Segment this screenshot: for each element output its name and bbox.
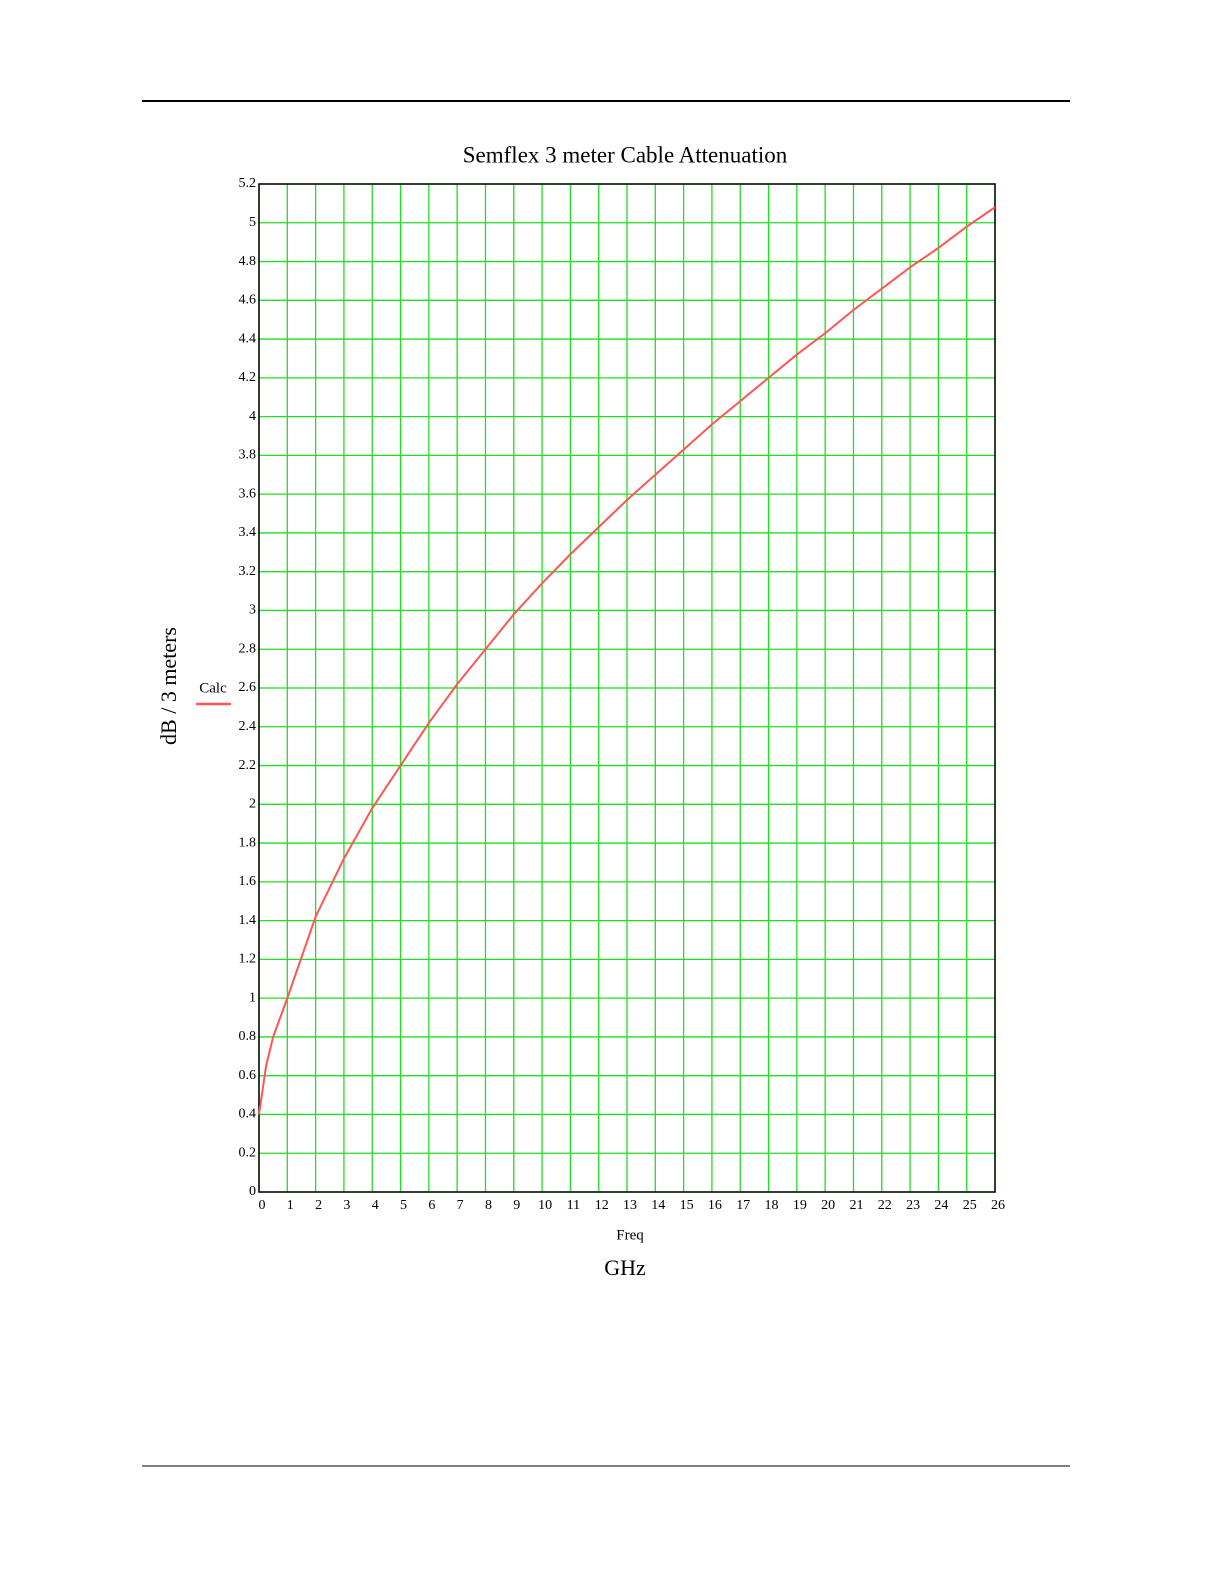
x-tick-label: 13 xyxy=(623,1198,637,1213)
y-tick-label: 5.2 xyxy=(239,176,257,191)
y-tick-label: 1.8 xyxy=(239,835,257,850)
y-tick-label: 5 xyxy=(249,215,256,230)
x-tick-label: 19 xyxy=(793,1198,807,1213)
y-tick-label: 4.6 xyxy=(239,293,257,308)
y-tick-label: 3.8 xyxy=(239,448,257,463)
x-tick-label: 4 xyxy=(372,1198,379,1213)
series-line xyxy=(258,206,996,1115)
y-tick-label: 3.6 xyxy=(239,486,257,501)
x-tick-label: 14 xyxy=(651,1198,665,1213)
x-tick-label: 18 xyxy=(765,1198,779,1213)
x-tick-label: 0 xyxy=(259,1198,266,1213)
x-axis-label: Freq xyxy=(616,1227,644,1243)
y-tick-label: 2 xyxy=(249,797,256,812)
y-tick-label: 4 xyxy=(249,409,256,424)
x-tick-label: 12 xyxy=(595,1198,609,1213)
chart-title: Semflex 3 meter Cable Attenuation xyxy=(463,142,788,167)
x-tick-label: 9 xyxy=(513,1198,520,1213)
y-tick-label: 2.4 xyxy=(239,719,257,734)
y-tick-label: 3 xyxy=(249,603,256,618)
x-tick-label: 8 xyxy=(485,1198,492,1213)
y-tick-label: 4.8 xyxy=(239,254,257,269)
y-tick-label: 2.6 xyxy=(239,680,257,695)
y-tick-label: 1 xyxy=(249,990,256,1005)
y-tick-label: 0 xyxy=(249,1184,256,1199)
legend-label: Calc xyxy=(199,680,227,696)
y-tick-label: 4.4 xyxy=(239,331,257,346)
x-tick-label: 11 xyxy=(567,1198,580,1213)
x-tick-label: 24 xyxy=(934,1198,948,1213)
x-tick-label: 7 xyxy=(457,1198,464,1213)
y-tick-label: 0.8 xyxy=(239,1029,257,1044)
plot-frame xyxy=(258,183,996,1193)
x-tick-label: 23 xyxy=(906,1198,920,1213)
x-tick-label: 22 xyxy=(878,1198,892,1213)
y-tick-label: 0.6 xyxy=(239,1068,257,1083)
x-tick-label: 21 xyxy=(849,1198,863,1213)
x-tick-label: 16 xyxy=(708,1198,722,1213)
x-tick-label: 2 xyxy=(315,1198,322,1213)
x-tick-label: 25 xyxy=(963,1198,977,1213)
y-tick-label: 1.6 xyxy=(239,874,257,889)
x-tick-label: 1 xyxy=(287,1198,294,1213)
plot: 0 0.2 0.4 0.6 0.8 1 1.2 1.4 1.6 1.8 2 2.2 2.4 2.6 2.8 3… xyxy=(239,176,1006,1213)
x-tick-label: 20 xyxy=(821,1198,835,1213)
x-tick-label: 3 xyxy=(343,1198,350,1213)
x-tick-label: 10 xyxy=(538,1198,552,1213)
y-tick-label: 1.2 xyxy=(239,952,257,967)
x-tick-label: 17 xyxy=(736,1198,750,1213)
y-tick-label: 0.2 xyxy=(239,1145,257,1160)
x-tick-label: 26 xyxy=(991,1198,1005,1213)
x-tick-label: 6 xyxy=(428,1198,435,1213)
y-axis-label: dB / 3 meters xyxy=(156,627,181,745)
x-axis-unit: GHz xyxy=(604,1255,646,1280)
y-tick-label: 0.4 xyxy=(239,1107,257,1122)
y-tick-label: 1.4 xyxy=(239,913,257,928)
y-tick-label: 2.8 xyxy=(239,641,257,656)
x-tick-label: 5 xyxy=(400,1198,407,1213)
y-tick-label: 2.2 xyxy=(239,758,257,773)
y-tick-label: 3.2 xyxy=(239,564,257,579)
y-tick-label: 3.4 xyxy=(239,525,257,540)
y-tick-label: 4.2 xyxy=(239,370,257,385)
x-tick-label: 15 xyxy=(680,1198,694,1213)
